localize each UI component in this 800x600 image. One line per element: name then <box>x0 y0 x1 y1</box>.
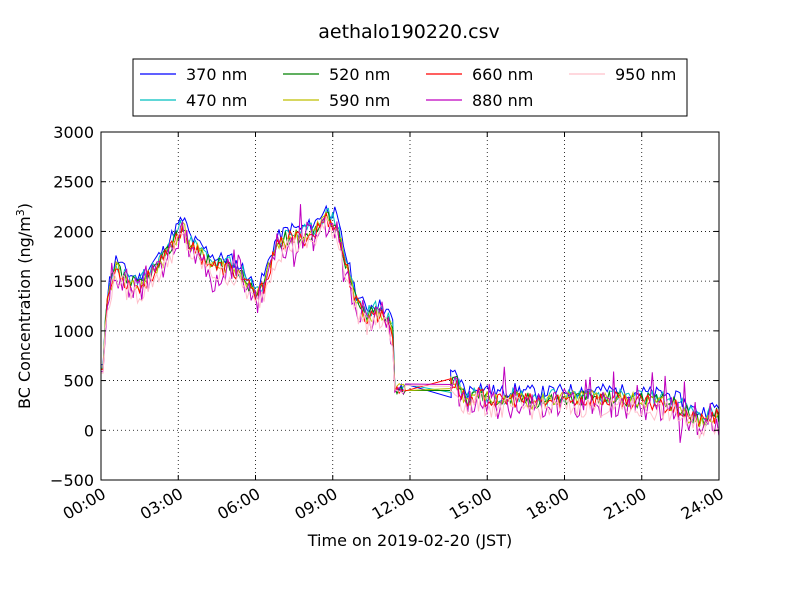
legend: 370 nm 470 nm 520 nm 590 nm 660 nm 880 nm 950 … <box>132 58 688 117</box>
x-tick-label: 09:00 <box>291 484 340 524</box>
y-tick-label: 1500 <box>53 272 94 291</box>
legend-label: 660 nm <box>472 65 533 84</box>
grid-lines <box>101 132 719 480</box>
y-tick-label: 0 <box>84 421 94 440</box>
y-axis-label-suffix: ) <box>15 203 34 209</box>
x-tick-label: 15:00 <box>446 484 495 524</box>
x-tick-label: 06:00 <box>214 484 263 524</box>
x-tick-label: 03:00 <box>137 484 186 524</box>
chart-title: aethalo190220.csv <box>318 21 500 43</box>
legend-label: 590 nm <box>329 91 390 110</box>
y-tick-label: 3000 <box>53 123 94 142</box>
x-tick-label: 12:00 <box>369 484 418 524</box>
series-line-950-nm <box>101 216 719 439</box>
legend-label: 370 nm <box>186 65 247 84</box>
x-axis-label: Time on 2019-02-20 (JST) <box>307 531 512 550</box>
y-tick-label: 2500 <box>53 173 94 192</box>
y-tick-label: 500 <box>63 372 94 391</box>
legend-label: 520 nm <box>329 65 390 84</box>
y-tick-label: 1000 <box>53 322 94 341</box>
series-line-590-nm <box>101 211 719 429</box>
legend-label: 950 nm <box>615 65 676 84</box>
y-axis-label-superscript: 3 <box>14 209 27 216</box>
plot-area <box>101 204 719 443</box>
series-line-370-nm <box>101 204 719 418</box>
x-tick-label: 21:00 <box>600 484 649 524</box>
x-tick-label: 24:00 <box>678 484 727 524</box>
y-tick-label: 2000 <box>53 222 94 241</box>
legend-label: 470 nm <box>186 91 247 110</box>
y-tick-label: −500 <box>50 471 94 490</box>
series-line-880-nm <box>101 204 719 443</box>
legend-label: 880 nm <box>472 91 533 110</box>
legend-frame <box>132 58 688 117</box>
y-axis-label-main: BC Concentration (ng/m <box>15 216 34 409</box>
x-tick-label: 18:00 <box>523 484 572 524</box>
y-axis-label: BC Concentration (ng/m3) <box>14 203 34 409</box>
